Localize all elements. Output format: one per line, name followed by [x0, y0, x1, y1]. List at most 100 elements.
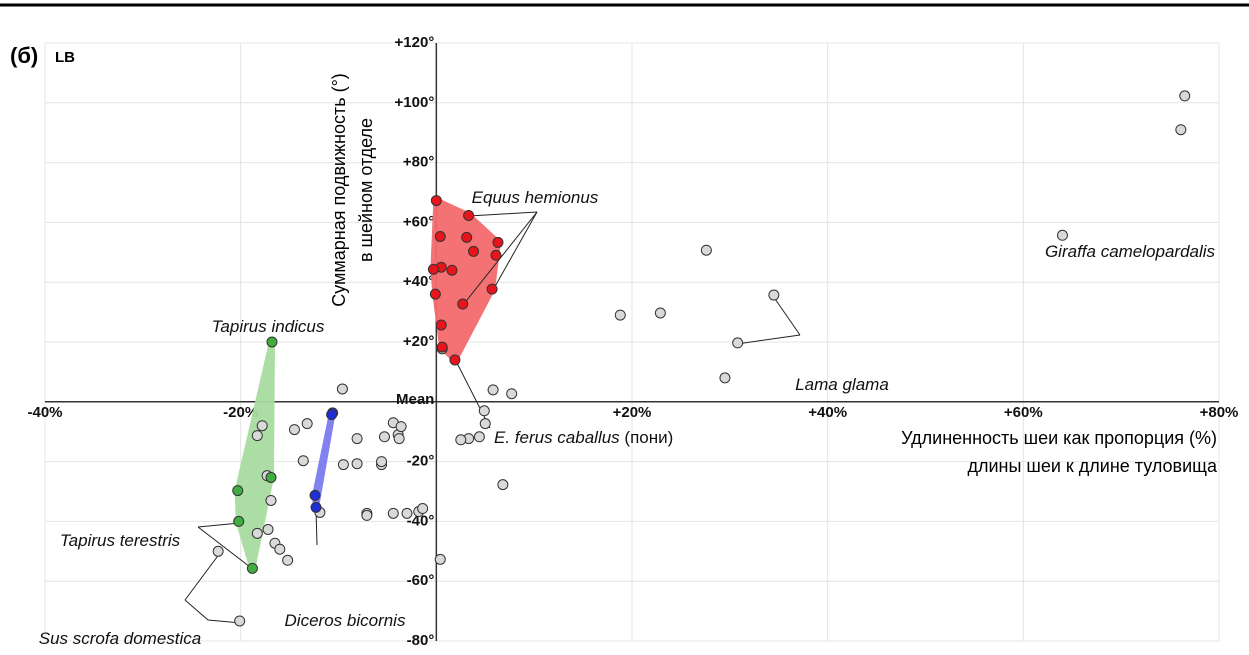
origin-label: Mean [396, 391, 434, 408]
data-point [493, 237, 503, 247]
y-tick-label: +60° [403, 213, 434, 230]
data-point [263, 524, 273, 534]
species-name: E. ferus caballus [494, 428, 620, 447]
data-point [394, 434, 404, 444]
data-point [252, 528, 262, 538]
data-point [337, 384, 347, 394]
leader-line [185, 600, 208, 620]
species-label: Lama glama [795, 375, 889, 394]
species-label: Giraffa camelopardalis [1045, 242, 1216, 261]
data-point [615, 310, 625, 320]
data-point [235, 616, 245, 626]
data-point [469, 246, 479, 256]
y-tick-label: -80° [407, 632, 435, 649]
data-point [479, 406, 489, 416]
data-point [488, 385, 498, 395]
leader-line [185, 553, 220, 600]
species-label: Tapirus terestris [60, 531, 181, 550]
leader-line [773, 296, 800, 335]
data-point [480, 419, 490, 429]
species-note: (пони) [624, 428, 673, 447]
data-point [462, 232, 472, 242]
data-point [1057, 230, 1067, 240]
x-tick-label: +20% [613, 404, 652, 421]
species-label: Tapirus indicus [212, 317, 325, 336]
leader-line [469, 212, 537, 216]
group-hull [433, 201, 498, 360]
data-point [655, 308, 665, 318]
y-axis-title: Суммарная подвижность (°) [329, 73, 349, 307]
y-axis-title: в шейном отделе [356, 118, 376, 262]
data-point [1176, 125, 1186, 135]
y-tick-label: -20° [407, 453, 435, 470]
data-point [769, 290, 779, 300]
data-point [436, 320, 446, 330]
x-axis-title: длины шеи к длине туловища [967, 456, 1218, 476]
data-point [456, 435, 466, 445]
data-point [247, 563, 257, 573]
data-point [338, 460, 348, 470]
data-point [458, 299, 468, 309]
species-name: Giraffa camelopardalis [1045, 242, 1216, 261]
species-label: Sus scrofa domestica [39, 629, 202, 648]
y-tick-label: +40° [403, 273, 434, 290]
data-point [311, 502, 321, 512]
chart: (б) LB -80°-60°-40°-20°+20°+40°+60°+80°+… [0, 0, 1249, 650]
data-point [362, 510, 372, 520]
data-point [379, 432, 389, 442]
species-label: Diceros bicornis [285, 611, 406, 630]
data-point [474, 432, 484, 442]
data-point [435, 231, 445, 241]
x-tick-label: +40% [808, 404, 847, 421]
data-point [310, 490, 320, 500]
data-point [464, 211, 474, 221]
species-name: Diceros bicornis [285, 611, 406, 630]
data-point [234, 516, 244, 526]
data-point [487, 284, 497, 294]
data-point [507, 389, 517, 399]
x-tick-label: +60% [1004, 404, 1043, 421]
data-point [298, 456, 308, 466]
species-name: Lama glama [795, 375, 889, 394]
data-point [257, 421, 267, 431]
data-point [437, 342, 447, 352]
data-point [352, 459, 362, 469]
species-name: Tapirus indicus [212, 317, 325, 336]
data-point [327, 410, 337, 420]
data-point [720, 373, 730, 383]
data-point [396, 422, 406, 432]
data-point [302, 419, 312, 429]
data-point [733, 338, 743, 348]
data-point [701, 245, 711, 255]
data-point [213, 546, 223, 556]
data-point [233, 486, 243, 496]
data-point [450, 355, 460, 365]
y-tick-label: -60° [407, 572, 435, 589]
data-point [430, 289, 440, 299]
data-point [418, 504, 428, 514]
data-point [266, 472, 276, 482]
leader-line [456, 361, 490, 428]
species-label: Equus hemionus [472, 188, 599, 207]
species-name: Tapirus terestris [60, 531, 181, 550]
data-point [435, 554, 445, 564]
data-point [447, 265, 457, 275]
x-tick-label: -40% [27, 404, 62, 421]
leader-line [737, 335, 800, 344]
data-point [352, 434, 362, 444]
data-point [388, 508, 398, 518]
data-point [283, 555, 293, 565]
data-point [498, 480, 508, 490]
panel-sublabel: LB [55, 49, 75, 66]
data-point [266, 495, 276, 505]
data-point [267, 337, 277, 347]
y-tick-label: +80° [403, 154, 434, 171]
data-point [402, 508, 412, 518]
data-point [1180, 91, 1190, 101]
data-point [377, 457, 387, 467]
x-tick-label: +80% [1200, 404, 1239, 421]
y-tick-label: +100° [395, 94, 435, 111]
data-point [275, 544, 285, 554]
species-label: E. ferus caballus (пони) [494, 428, 673, 447]
species-name: Sus scrofa domestica [39, 629, 202, 648]
